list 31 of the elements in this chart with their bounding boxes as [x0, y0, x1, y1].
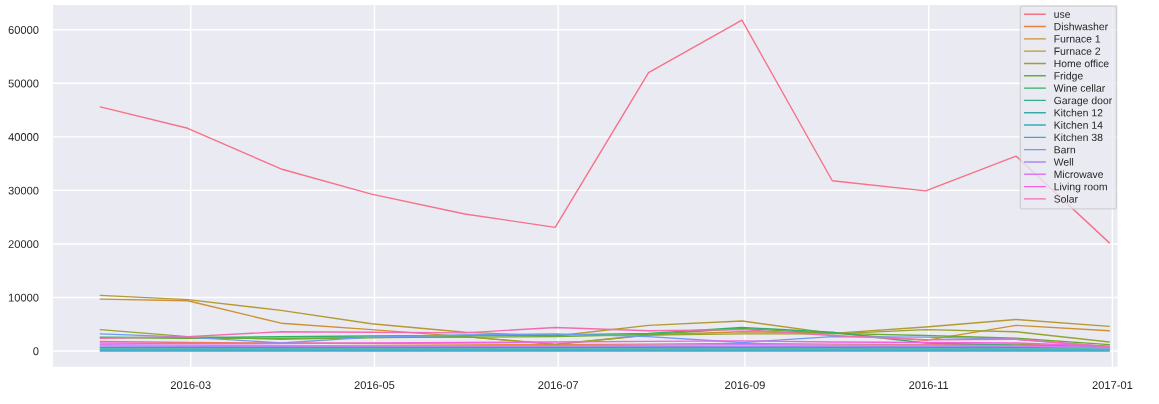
x-tick-label: 2016-03 [170, 381, 211, 389]
line-series [99, 294, 1111, 337]
legend-label: Kitchen 38 [1054, 133, 1103, 142]
legend-label: Kitchen 12 [1054, 108, 1103, 117]
legend-label: use [1054, 12, 1071, 18]
x-tick-label: 2017-01 [1092, 381, 1133, 389]
legend-label: Home office [1054, 59, 1109, 68]
legend-label: Microwave [1054, 170, 1104, 179]
y-tick-label: 10000 [8, 293, 39, 302]
legend-label: Garage door [1054, 96, 1113, 107]
y-tick-label: 60000 [8, 26, 39, 34]
y-tick-label: 0 [33, 347, 39, 356]
y-tick-label: 50000 [8, 79, 39, 88]
x-tick-label: 2016-11 [909, 381, 949, 389]
legend-label: Furnace 2 [1054, 47, 1101, 55]
y-tick-label: 20000 [8, 240, 39, 249]
legend-label: Living room [1054, 182, 1107, 193]
legend-label: Wine cellar [1053, 84, 1106, 92]
legend-label: Dishwasher [1054, 22, 1108, 31]
legend-label: Furnace 1 [1054, 35, 1101, 43]
x-tick-label: 2016-07 [538, 381, 579, 389]
x-tick-label: 2016-09 [725, 381, 765, 389]
legend-label: Solar [1054, 195, 1078, 203]
legend-label: Fridge [1054, 71, 1083, 82]
line-series [99, 19, 1111, 244]
x-tick-label: 2016-05 [354, 381, 395, 389]
legend-label: Barn [1054, 146, 1076, 154]
y-tick-label: 40000 [8, 133, 39, 141]
y-tick-label: 30000 [8, 186, 39, 195]
legend-label: Kitchen 14 [1054, 121, 1103, 129]
legend-label: Well [1053, 158, 1074, 166]
